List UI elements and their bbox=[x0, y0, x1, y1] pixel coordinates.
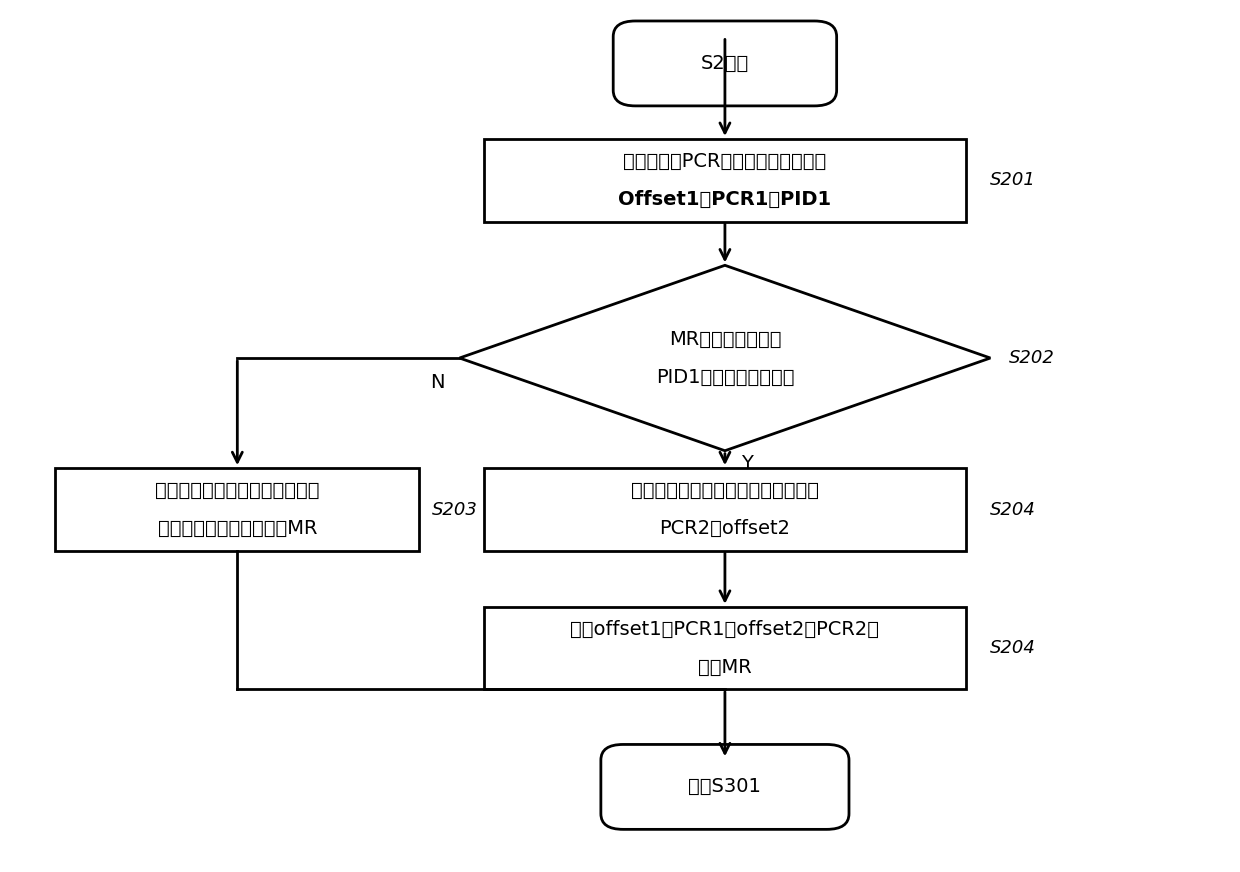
FancyBboxPatch shape bbox=[601, 745, 849, 829]
FancyBboxPatch shape bbox=[614, 21, 837, 106]
Text: MR文件中是否存在: MR文件中是否存在 bbox=[668, 330, 781, 349]
Bar bbox=[56, 468, 419, 551]
Text: S204: S204 bbox=[991, 639, 1037, 657]
Text: PCR2和offset2: PCR2和offset2 bbox=[660, 519, 790, 538]
Text: 采用音频标准推荐使用的MR: 采用音频标准推荐使用的MR bbox=[157, 519, 317, 538]
Text: Y: Y bbox=[742, 454, 753, 473]
Bar bbox=[484, 140, 966, 221]
Text: S204: S204 bbox=[991, 501, 1037, 519]
Text: S2开始: S2开始 bbox=[701, 54, 749, 73]
Text: 遍历到含有PCR的文件分段时，获取: 遍历到含有PCR的文件分段时，获取 bbox=[624, 152, 827, 171]
Text: 计算MR: 计算MR bbox=[698, 657, 751, 677]
Text: 确定第一个遍历到的其他文件分段的: 确定第一个遍历到的其他文件分段的 bbox=[631, 481, 818, 500]
Text: S203: S203 bbox=[433, 501, 479, 519]
Text: S201: S201 bbox=[991, 172, 1037, 189]
Polygon shape bbox=[460, 265, 991, 451]
Bar bbox=[484, 607, 966, 690]
Text: 将文件读取指针复位至初始值，: 将文件读取指针复位至初始值， bbox=[155, 481, 320, 500]
Text: PID1同的其他文件分段: PID1同的其他文件分段 bbox=[656, 368, 794, 386]
Text: S202: S202 bbox=[1009, 349, 1055, 367]
Text: 根据offset1、PCR1、offset2和PCR2，: 根据offset1、PCR1、offset2和PCR2， bbox=[570, 620, 879, 638]
Text: Offset1、PCR1和PID1: Offset1、PCR1和PID1 bbox=[619, 190, 832, 209]
Text: 转到S301: 转到S301 bbox=[688, 778, 761, 796]
Text: N: N bbox=[430, 373, 445, 392]
Bar bbox=[484, 468, 966, 551]
